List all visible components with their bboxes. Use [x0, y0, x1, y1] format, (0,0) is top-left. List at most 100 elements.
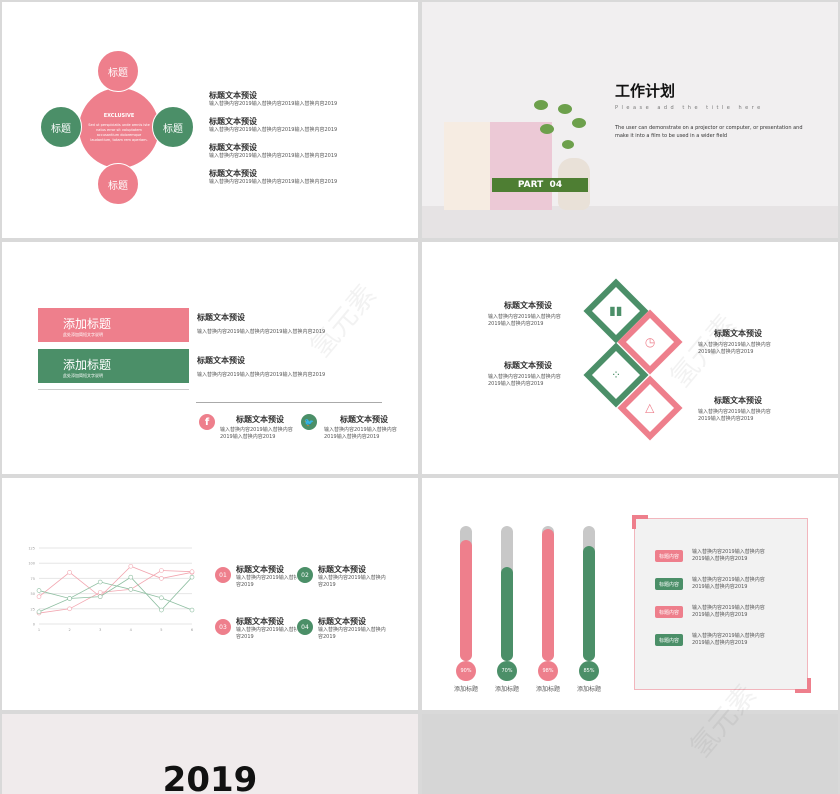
row-text: 输入替换内容2019输入替换内容2019输入替换内容2019 [692, 549, 765, 562]
divider [38, 389, 189, 390]
x-tick-label: 5 [160, 628, 162, 632]
tube-label: 添加标题 [576, 686, 601, 693]
slide-thumbnail-8[interactable] [422, 714, 838, 794]
data-point [159, 576, 164, 581]
slide-thumbnail-7[interactable]: 2019 [2, 714, 418, 794]
data-point [159, 607, 164, 613]
list-item: 标题文本预设 输入替换内容2019输入替换内容2019输入替换内容2019 [209, 142, 338, 159]
row-text: 输入替换内容2019输入替换内容2019输入替换内容2019 [692, 577, 765, 590]
title-bar-2: 添加标题 此处添加简短文字说明 [38, 349, 189, 383]
divider [196, 402, 382, 403]
list-item: 标题文本预设 输入替换内容2019输入替换内容2019输入替换内容2019 [209, 168, 338, 185]
center-text: Sed ut perspiciatis unde omnis iste natu… [88, 123, 150, 142]
data-point [36, 609, 42, 615]
slide-body: The user can demonstrate on a projector … [615, 125, 803, 139]
y-tick-label: 0 [33, 623, 35, 627]
data-point [67, 570, 72, 575]
progress-tube [583, 526, 595, 661]
line-chart: 0 25 50 75 100 125 1 2 3 4 5 6 [28, 547, 195, 632]
data-point [189, 574, 195, 580]
y-tick-label: 75 [31, 577, 35, 581]
data-point [97, 594, 103, 599]
list-item: 02 标题文本预设 输入替换内容2019输入替换内容2019 [296, 564, 386, 589]
list-item: 01 标题文本预设 输入替换内容2019输入替换内容2019 [214, 564, 304, 589]
corner-accent [807, 678, 811, 693]
slide-thumbnail-3[interactable]: 添加标题 此处添加简短文字说明 添加标题 此处添加简短文字说明 标题文本预设 输入替换… [2, 242, 418, 474]
progress-tube [501, 526, 513, 661]
series-line [38, 576, 193, 613]
data-point [128, 587, 134, 592]
year-title: 2019 [162, 760, 258, 794]
corner-accent [795, 689, 811, 693]
circle-left: 标题 [40, 106, 82, 148]
slide-thumbnail-6[interactable]: 90% 添加标题 70% 添加标题 98% 添加标题 85% 添加标题 标题内容 输入替换内容2… [422, 478, 838, 710]
progress-tube [542, 526, 554, 661]
content-tag: 标题内容 [655, 634, 683, 646]
row-text: 输入替换内容2019输入替换内容2019输入替换内容2019 [692, 633, 765, 646]
circle-bottom: 标题 [97, 163, 139, 205]
content-tag: 标题内容 [655, 578, 683, 590]
content-tag: 标题内容 [655, 550, 683, 562]
number-badge: 03 [214, 618, 232, 636]
book-cream [444, 122, 492, 210]
slide-thumbnail-4[interactable]: ▮▮ ◷ ⁘ △ 标题文本预设 输入替换内容2019输入替换内容2019输入替换内… [422, 242, 838, 474]
series-line [38, 565, 193, 598]
row-text: 输入替换内容2019输入替换内容2019输入替换内容2019 [692, 605, 765, 618]
book-pink [490, 122, 552, 210]
facebook-icon[interactable]: f [198, 413, 216, 431]
data-point [128, 563, 134, 569]
y-tick-label: 100 [28, 562, 35, 566]
slide-thumbnail-1[interactable]: EXCLUSIVE Sed ut perspiciatis unde omnis… [2, 2, 418, 238]
list-item: 标题文本预设 输入替换内容2019输入替换内容2019输入替换内容2019 [209, 90, 338, 107]
data-point [128, 574, 134, 580]
plant-leaves [534, 100, 590, 160]
data-point [67, 596, 72, 601]
circle-right: 标题 [152, 106, 194, 148]
data-point [159, 595, 164, 601]
tube-label: 添加标题 [535, 686, 560, 693]
data-point [97, 590, 103, 595]
y-tick-label: 125 [28, 547, 35, 551]
data-point [36, 588, 42, 593]
center-circle: EXCLUSIVE Sed ut perspiciatis unde omnis… [78, 87, 160, 169]
data-point [36, 594, 42, 599]
data-point [97, 579, 103, 585]
content-panel [634, 518, 808, 690]
x-tick-label: 3 [99, 628, 101, 632]
data-point [159, 568, 164, 573]
twitter-icon[interactable]: 🐦 [300, 413, 318, 431]
slide-thumbnail-5[interactable]: 0 25 50 75 100 125 1 2 3 4 5 6 01 标题文本预设 输入替换内容2019输入… [2, 478, 418, 710]
progress-value: 85% [579, 661, 599, 681]
number-badge: 04 [296, 618, 314, 636]
corner-accent [632, 515, 636, 529]
series-line [38, 581, 193, 611]
data-point [189, 607, 195, 613]
part-label: PART 04 [492, 178, 588, 192]
x-tick-label: 2 [68, 628, 70, 632]
progress-value: 98% [538, 661, 558, 681]
center-title: EXCLUSIVE [103, 113, 135, 119]
progress-value: 70% [497, 661, 517, 681]
title-bar-1: 添加标题 此处添加简短文字说明 [38, 308, 189, 342]
tube-label: 添加标题 [494, 686, 519, 693]
y-tick-label: 25 [31, 607, 35, 611]
progress-tube [460, 526, 472, 661]
series-line [38, 570, 193, 614]
content-tag: 标题内容 [655, 606, 683, 618]
x-tick-label: 4 [130, 628, 133, 632]
list-item: 标题文本预设 输入替换内容2019输入替换内容2019输入替换内容2019 [209, 116, 338, 133]
number-badge: 01 [214, 566, 232, 584]
y-tick-label: 50 [31, 592, 35, 596]
corner-accent [632, 515, 648, 519]
data-point [189, 569, 195, 575]
slide-subtitle: Please add the title here [615, 105, 764, 111]
slide-thumbnail-2[interactable]: PART 04 工作计划 Please add the title here T… [422, 2, 838, 238]
x-tick-label: 6 [191, 628, 193, 632]
number-badge: 02 [296, 566, 314, 584]
progress-value: 90% [456, 661, 476, 681]
circle-top: 标题 [97, 50, 139, 92]
list-item: 03 标题文本预设 输入替换内容2019输入替换内容2019 [214, 616, 304, 641]
x-tick-label: 1 [38, 628, 40, 632]
tube-label: 添加标题 [453, 686, 478, 693]
data-point [67, 606, 72, 612]
